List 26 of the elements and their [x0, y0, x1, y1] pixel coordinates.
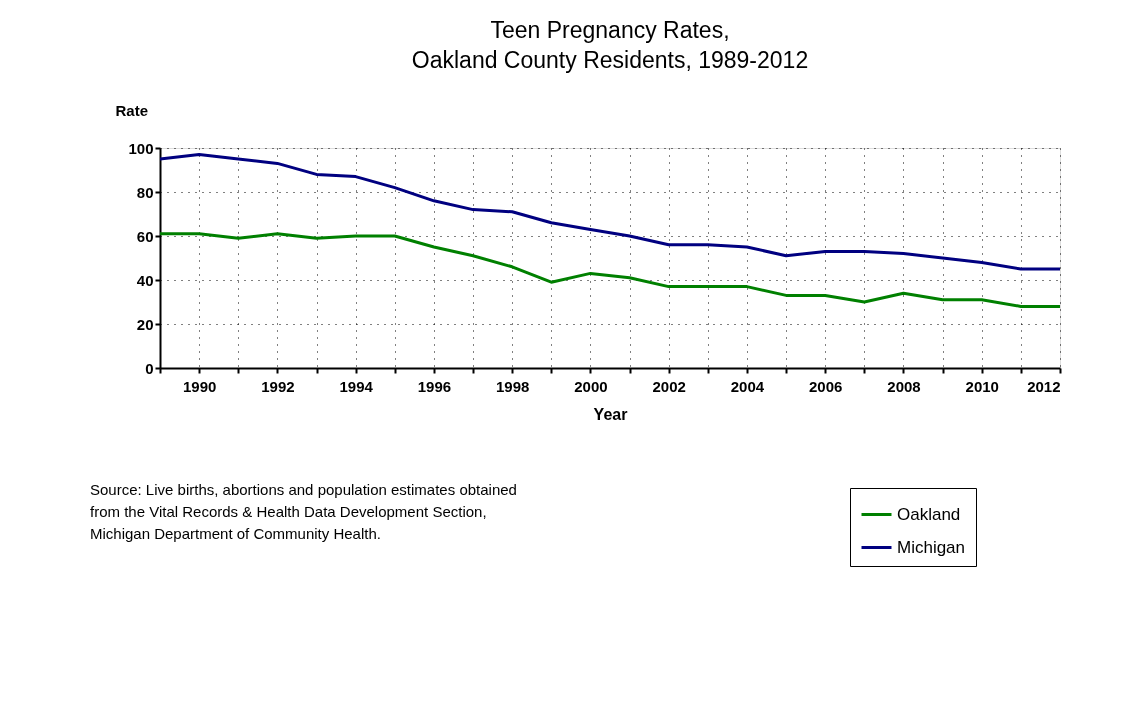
legend-label: Oakland	[897, 504, 961, 524]
line-series	[160, 232, 1060, 308]
x-tick-label: 2000	[574, 377, 608, 395]
y-tick-label: 0	[145, 359, 154, 377]
x-tick-label: 1994	[339, 377, 374, 395]
x-axis-title: Year	[593, 405, 628, 423]
x-tick-label: 2002	[652, 377, 686, 395]
x-tick-label: 2010	[965, 377, 999, 395]
x-tick-label: 1996	[417, 377, 452, 395]
x-tick-label: 2008	[887, 377, 921, 395]
line-series	[160, 153, 1060, 271]
x-tick-label: 2006	[809, 377, 843, 395]
y-tick-label: 100	[128, 139, 154, 157]
x-tick-label: 2004	[730, 377, 765, 395]
chart-title: Teen Pregnancy Rates, Oakland County Residents, 1989-2012	[411, 17, 809, 73]
legend-label: Michigan	[897, 537, 966, 557]
x-tick-label: 1992	[261, 377, 295, 395]
source-note: Source: Live births, abortions and population estimates obtained from the Vital Records & Health Data Development Section, Michigan Department of Community Health.	[90, 481, 517, 542]
y-tick-label: 80	[136, 183, 154, 201]
x-tick-label: 1990	[182, 377, 217, 395]
y-axis-title: Rate	[115, 101, 149, 119]
y-tick-label: 40	[136, 271, 154, 289]
x-tick-label: 2012	[1027, 377, 1061, 395]
x-tick-label: 1998	[495, 377, 530, 395]
y-tick-label: 20	[136, 315, 154, 333]
y-tick-label: 60	[136, 227, 154, 245]
